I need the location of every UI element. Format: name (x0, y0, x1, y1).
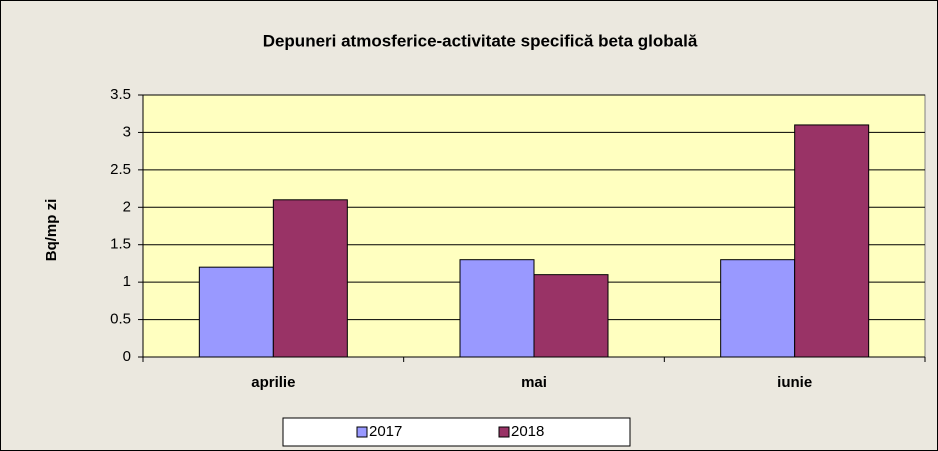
y-tick-label: 2.5 (110, 161, 131, 178)
legend-swatch (356, 426, 368, 438)
y-tick-label: 0.5 (110, 311, 131, 328)
bar (720, 259, 796, 358)
y-tick-label: 3.5 (110, 86, 131, 103)
bar (272, 199, 348, 358)
legend (282, 417, 631, 447)
chart-title: Depuneri atmosferice-activitate specific… (263, 31, 698, 50)
legend-label: 2017 (369, 423, 402, 440)
legend-swatch (498, 426, 510, 438)
y-tick-label: 0 (123, 348, 131, 365)
y-tick-label: 2 (123, 198, 131, 215)
y-tick-label: 1.5 (110, 236, 131, 253)
legend-label: 2018 (511, 423, 544, 440)
bar (794, 124, 870, 358)
y-tick-label: 3 (123, 123, 131, 140)
y-tick-label: 1 (123, 273, 131, 290)
x-tick-label: mai (521, 374, 547, 391)
x-tick-label: aprilie (251, 374, 295, 391)
bar (533, 274, 609, 358)
bar (459, 259, 535, 358)
x-tick-label: iunie (777, 374, 812, 391)
y-axis-label: Bq/mp zi (43, 199, 60, 262)
bar (198, 266, 274, 358)
